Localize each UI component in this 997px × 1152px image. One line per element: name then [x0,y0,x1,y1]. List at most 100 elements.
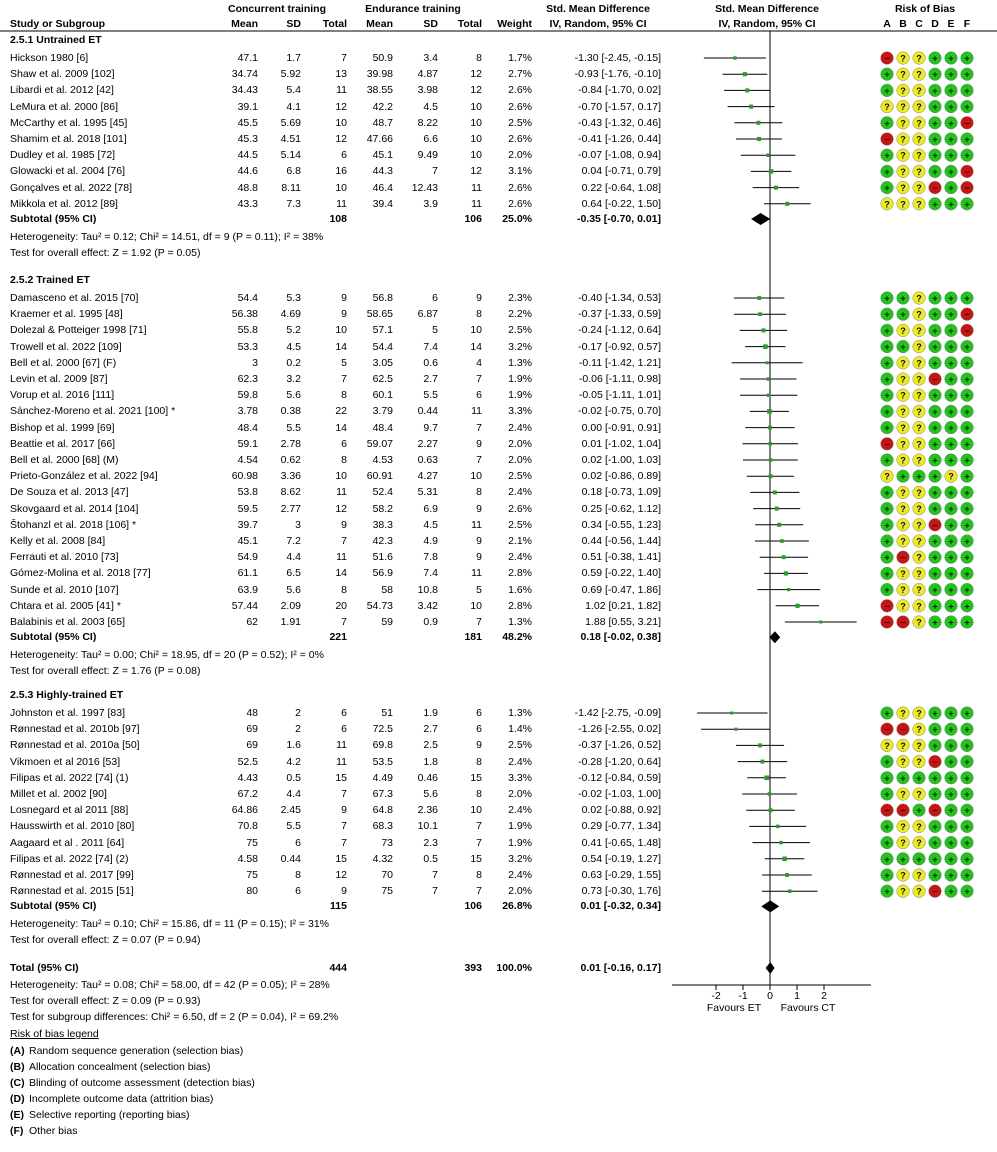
total-concurrent: 9 [341,518,347,531]
rob-symbol: − [900,553,905,563]
rob-symbol: ? [916,887,922,897]
study-name: Rønnestad et al. 2015 [51] [10,885,134,898]
rob-judgement-a [880,502,894,516]
rob-judgement-d [928,755,942,769]
heterogeneity: Heterogeneity: Tau² = 0.10; Chi² = 15.86… [10,918,329,931]
rob-judgement-f [960,181,974,195]
sd-endurance: 4.5 [423,100,438,113]
rob-judgement-c [912,738,926,752]
rob-judgement-b [896,340,910,354]
rob-symbol: + [948,757,953,767]
mean-concurrent: 69 [246,723,258,736]
rob-judgement-b [896,197,910,211]
rob-symbol: + [932,70,937,80]
sd-concurrent: 0.62 [280,454,301,466]
subgroup-differences-test: Test for subgroup differences: Chi² = 6.… [10,1011,339,1023]
mean-concurrent: 62 [246,616,258,628]
rob-symbol: + [948,183,953,193]
rob-judgement-c [912,356,926,370]
point-estimate [730,711,734,715]
rob-judgement-f [960,148,974,162]
subtotal-weight: 25.0% [502,213,532,225]
rob-judgement-b [896,599,910,613]
rob-symbol: + [948,488,953,498]
rob-symbol: − [900,806,905,816]
smd-ci: 0.64 [-0.22, 1.50] [581,197,661,210]
rob-judgement-e [944,469,958,483]
total-concurrent: 6 [341,437,347,450]
total-concurrent: 12 [335,100,347,113]
study-name: Bishop et al. 1999 [69] [10,421,115,434]
point-estimate [758,743,763,748]
rob-judgement-e [944,421,958,435]
subtotal-total-concurrent: 221 [329,631,347,644]
total-concurrent: 13 [335,68,347,81]
mean-endurance: 52.4 [372,486,393,499]
rob-symbol: + [884,773,889,783]
mean-endurance: 50.9 [372,52,393,64]
rob-symbol: ? [900,709,906,719]
rob-judgement-c [912,502,926,516]
total-endurance: 4 [476,356,482,369]
rob-column-e: E [947,18,955,30]
point-estimate [758,312,762,317]
rob-judgement-c [912,132,926,146]
header-study: Study or Subgroup [10,18,106,30]
rob-judgement-b [896,583,910,597]
total-overall-effect: Test for overall effect: Z = 0.09 (P = 0… [10,995,201,1007]
sd-endurance: 7.4 [423,567,438,580]
weight: 2.4% [508,421,532,434]
overall-effect: Test for overall effect: Z = 0.07 (P = 0… [10,934,201,947]
total-endurance: 10 [470,100,482,113]
rob-judgement-a [880,803,894,817]
sd-concurrent: 0.38 [280,405,301,418]
rob-symbol: + [948,199,953,209]
study-name: Vorup et al. 2016 [111] [10,389,115,402]
total-concurrent: 7 [341,535,347,547]
sd-endurance: 5.31 [417,486,438,499]
smd-ci: 0.02 [-0.88, 0.92] [581,804,661,817]
point-estimate [766,153,770,157]
rob-symbol: + [884,488,889,498]
mean-endurance: 3.79 [372,405,393,418]
rob-judgement-d [928,868,942,882]
study-name: Shaw et al. 2009 [102] [10,68,115,81]
rob-symbol: ? [900,407,906,417]
rob-judgement-a [880,599,894,613]
rob-judgement-a [880,485,894,499]
rob-symbol: + [964,569,969,579]
rob-judgement-b [896,83,910,97]
rob-symbol: + [964,375,969,385]
rob-judgement-d [928,566,942,580]
sd-endurance: 3.98 [417,84,438,97]
sd-endurance: 2.5 [423,739,438,752]
rob-judgement-a [880,738,894,752]
point-estimate [795,603,800,608]
smd-ci: -0.17 [-0.92, 0.57] [578,340,661,353]
rob-judgement-b [896,356,910,370]
mean-endurance: 42.2 [372,100,393,113]
total-concurrent: 6 [341,723,347,736]
sd-endurance: 4.87 [417,68,438,81]
subgroup-title: 2.5.3 Highly-trained ET [10,689,124,701]
rob-judgement-d [928,706,942,720]
sd-concurrent: 6.8 [286,165,301,178]
rob-symbol: + [932,709,937,719]
rob-judgement-b [896,755,910,769]
subtotal-smd-ci: 0.01 [-0.32, 0.34] [580,900,661,913]
rob-judgement-b [896,388,910,402]
rob-symbol: ? [916,135,922,145]
rob-judgement-f [960,722,974,736]
rob-symbol: + [932,618,937,628]
rob-judgement-f [960,803,974,817]
weight: 2.6% [508,100,532,113]
rob-judgement-e [944,738,958,752]
rob-symbol: + [932,326,937,336]
rob-judgement-c [912,453,926,467]
subtotal-weight: 26.8% [502,900,532,913]
weight: 1.9% [508,836,532,849]
smd-ci: 0.00 [-0.91, 0.91] [581,421,661,434]
rob-judgement-d [928,181,942,195]
rob-judgement-a [880,388,894,402]
